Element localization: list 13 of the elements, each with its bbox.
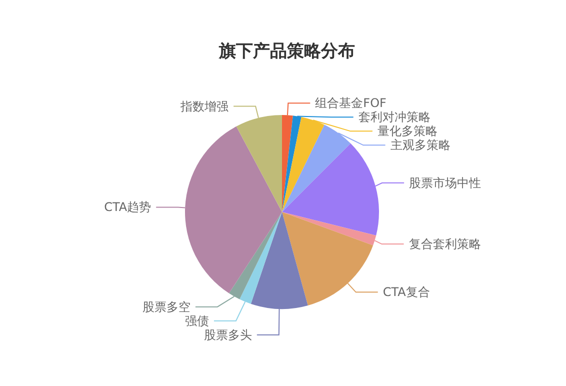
slice-label: 股票多空 <box>142 300 190 314</box>
slice-label: 组合基金FOF <box>315 96 387 110</box>
chart-title: 旗下产品策略分布 <box>218 42 355 62</box>
slice-label: 量化多策略 <box>377 124 438 138</box>
slice-label: 强债 <box>184 314 209 328</box>
slice-label: 股票市场中性 <box>409 176 482 190</box>
slice-label: CTA复合 <box>382 285 430 300</box>
slice-label: CTA趋势 <box>104 200 152 214</box>
slice-label: 股票多头 <box>204 328 252 342</box>
slice-label: 指数增强 <box>180 99 229 114</box>
slice-label: 套利对冲策略 <box>358 110 430 124</box>
slice-label: 主观多策略 <box>390 138 450 152</box>
slice-label: 复合套利策略 <box>408 237 481 252</box>
